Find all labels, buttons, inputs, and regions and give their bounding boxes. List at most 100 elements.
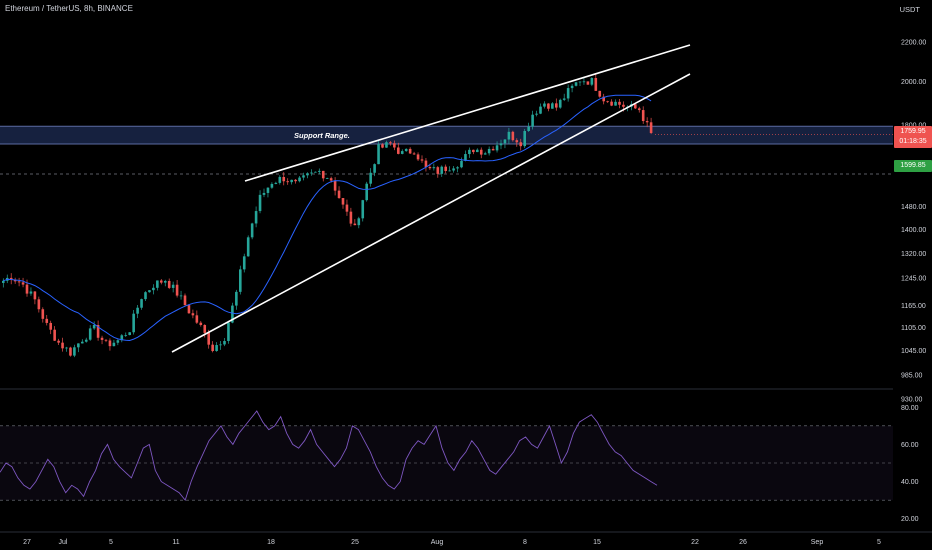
candle-body [116, 340, 120, 343]
rsi-pane [0, 388, 893, 502]
candle-body [543, 103, 546, 107]
candle-body [547, 103, 550, 109]
candle-body [424, 160, 428, 168]
level-price-value: 1599.85 [900, 162, 926, 169]
candle-body [341, 198, 345, 205]
candle-body [527, 126, 530, 131]
candle-body [578, 81, 582, 83]
candle-body [88, 328, 92, 340]
candle-body [337, 190, 341, 199]
candle-body [69, 347, 72, 356]
candle-body [507, 131, 511, 140]
price-tick-label: 1800.00 [901, 123, 926, 130]
candle-body [318, 170, 321, 172]
support-zone-rect [0, 126, 893, 144]
candle-body [290, 179, 293, 183]
rsi-tick-label: 80.00 [901, 405, 919, 412]
candle-body [136, 307, 139, 314]
candle-body [84, 339, 88, 342]
candle-body [515, 140, 519, 143]
candle-body [81, 341, 84, 344]
candle-body [476, 149, 479, 153]
candle-body [400, 151, 404, 154]
candle-body [250, 223, 254, 238]
price-tick-label: 1105.00 [901, 325, 926, 332]
candle-body [148, 290, 151, 293]
candle-body [57, 340, 60, 343]
candle-body [634, 104, 637, 109]
candle-body [381, 144, 384, 148]
candle-body [483, 153, 487, 155]
candle-body [132, 313, 135, 333]
candle-body [45, 318, 49, 323]
candle-body [167, 280, 171, 288]
price-tick-label: 930.00 [901, 396, 923, 403]
candle-body [472, 149, 475, 153]
candle-body [171, 284, 175, 288]
time-tick-label: 5 [109, 539, 113, 546]
price-tick-label: 1400.00 [901, 227, 926, 234]
candle-body [227, 322, 230, 341]
candle-body [460, 160, 463, 168]
candle-body [199, 322, 203, 326]
candle-body [428, 167, 432, 169]
candle-body [408, 148, 412, 154]
candle-body [21, 282, 25, 285]
candle-body [179, 295, 183, 297]
moving-average-line [3, 94, 652, 342]
candle-body [420, 159, 424, 161]
candle-body [29, 291, 33, 294]
candle-body [535, 113, 538, 115]
support-zone-label: Support Range. [294, 131, 350, 140]
candle-body [96, 324, 100, 338]
price-tick-label: 1480.00 [901, 204, 926, 211]
candle-body [641, 110, 645, 122]
candle-body [539, 106, 542, 114]
candle-body [73, 347, 76, 356]
candle-body [523, 130, 526, 147]
symbol-header: Ethereum / TetherUS, 8h, BINANCE [5, 4, 133, 13]
candle-body [586, 81, 590, 85]
candle-body [239, 269, 242, 292]
candle-body [329, 178, 333, 181]
candle-body [100, 337, 104, 340]
candle-body [369, 172, 372, 184]
candle-body [357, 218, 361, 226]
candle-body [53, 329, 56, 341]
candle-body [468, 149, 471, 155]
candle-body [223, 340, 226, 345]
time-tick-label: 27 [23, 539, 31, 546]
candle-body [191, 313, 195, 316]
candle-body [487, 148, 491, 154]
price-axis[interactable]: 2200.00 2000.00 1800.00 1480.00 1400.00 1320.… [901, 40, 926, 524]
time-tick-label: 5 [877, 539, 881, 546]
candle-body [92, 324, 96, 329]
candle-body [349, 211, 353, 224]
candle-body [602, 96, 605, 102]
level-price-label: 1599.85 [894, 160, 932, 172]
candle-body [207, 332, 210, 345]
candle-body [452, 168, 455, 171]
candle-body [389, 142, 392, 144]
time-axis[interactable]: 27 Jul 5 11 18 25 Aug 8 15 22 26 Sep 5 [0, 531, 932, 546]
candle-body [160, 280, 163, 283]
candle-body [610, 101, 613, 106]
candle-body [246, 237, 250, 257]
candle-body [33, 291, 37, 300]
candle-body [13, 279, 17, 282]
wedge-upper-line [244, 44, 691, 182]
candle-body [128, 332, 131, 336]
candle-body [333, 180, 337, 191]
candle-body [203, 325, 207, 333]
candle-body [306, 173, 309, 176]
candle-body [294, 179, 297, 182]
candle-body [231, 305, 234, 323]
time-tick-label: 25 [351, 539, 359, 546]
candle-body [574, 82, 578, 86]
rsi-line [0, 410, 658, 502]
candle-body [511, 131, 515, 141]
price-tick-label: 1045.00 [901, 348, 926, 355]
countdown-value: 01:18:35 [899, 138, 927, 146]
